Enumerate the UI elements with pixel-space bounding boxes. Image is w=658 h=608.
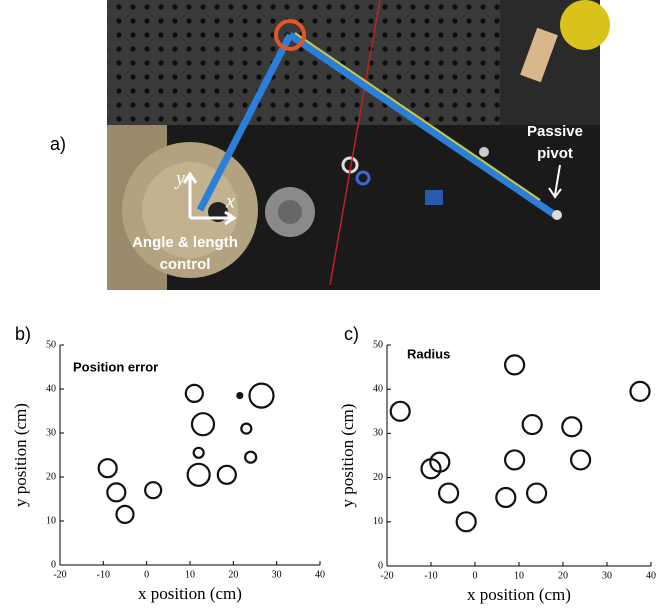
x-tick-label: 10 xyxy=(185,569,195,580)
y-tick-label: 10 xyxy=(46,515,56,526)
bubble xyxy=(389,400,411,422)
x-tick-label: 40 xyxy=(646,570,656,581)
x-tick-label: 0 xyxy=(473,570,478,581)
bubble xyxy=(503,354,526,376)
panel-label: b) xyxy=(15,324,31,344)
bubble xyxy=(240,422,253,435)
x-tick-label: 10 xyxy=(514,570,524,581)
annotation: Passive xyxy=(527,123,583,140)
annotation: pivot xyxy=(537,145,573,162)
y-tick-label: 0 xyxy=(378,560,383,571)
y-tick-label: 20 xyxy=(46,471,56,482)
bubble xyxy=(629,380,651,403)
photo xyxy=(107,0,610,290)
bubble xyxy=(503,449,526,471)
axis-symbol: x xyxy=(225,191,235,213)
y-tick-label: 50 xyxy=(373,339,383,350)
bubble xyxy=(97,458,118,479)
bubble xyxy=(190,412,216,437)
x-tick-label: -10 xyxy=(424,570,437,581)
bubble xyxy=(438,482,460,504)
y-axis-label: y position (cm) xyxy=(338,404,357,508)
x-axis-label: x position (cm) xyxy=(138,584,242,603)
x-tick-label: -20 xyxy=(53,569,66,580)
panel-label: c) xyxy=(344,324,359,344)
x-tick-label: 30 xyxy=(272,569,282,580)
bubble xyxy=(244,450,258,464)
y-tick-label: 30 xyxy=(373,428,383,439)
bubble xyxy=(106,482,127,503)
x-tick-label: 20 xyxy=(558,570,568,581)
bubble xyxy=(521,413,543,436)
bubble xyxy=(186,462,211,487)
bubble xyxy=(569,449,592,471)
chart-title: Radius xyxy=(407,346,450,361)
y-tick-label: 10 xyxy=(373,516,383,527)
x-tick-label: 0 xyxy=(144,569,149,580)
panel-label: a) xyxy=(50,134,66,154)
bubble xyxy=(429,451,451,473)
y-tick-label: 40 xyxy=(46,383,56,394)
y-tick-label: 40 xyxy=(373,383,383,394)
x-tick-label: -20 xyxy=(380,570,393,581)
bubble xyxy=(216,464,237,485)
x-axis-label: x position (cm) xyxy=(467,585,571,604)
bubble xyxy=(115,504,135,525)
y-tick-label: 50 xyxy=(46,339,56,350)
bubble xyxy=(495,486,517,509)
chart-title: Position error xyxy=(73,359,158,374)
bubble xyxy=(236,392,244,400)
x-tick-label: 40 xyxy=(315,569,325,580)
x-tick-label: 30 xyxy=(602,570,612,581)
axis-symbol: y xyxy=(174,168,185,190)
annotation: Angle & length xyxy=(132,234,238,251)
bubble xyxy=(184,383,204,403)
y-axis-label: y position (cm) xyxy=(11,403,30,507)
bubble xyxy=(192,446,205,459)
bubble xyxy=(144,481,163,500)
annotation: control xyxy=(160,256,211,273)
bubble xyxy=(248,382,275,409)
x-tick-label: -10 xyxy=(97,569,110,580)
y-tick-label: 0 xyxy=(51,559,56,570)
bubble xyxy=(525,482,548,504)
bubble xyxy=(455,511,477,533)
y-tick-label: 20 xyxy=(373,472,383,483)
x-tick-label: 20 xyxy=(228,569,238,580)
bubble xyxy=(561,416,583,438)
y-tick-label: 30 xyxy=(46,427,56,438)
